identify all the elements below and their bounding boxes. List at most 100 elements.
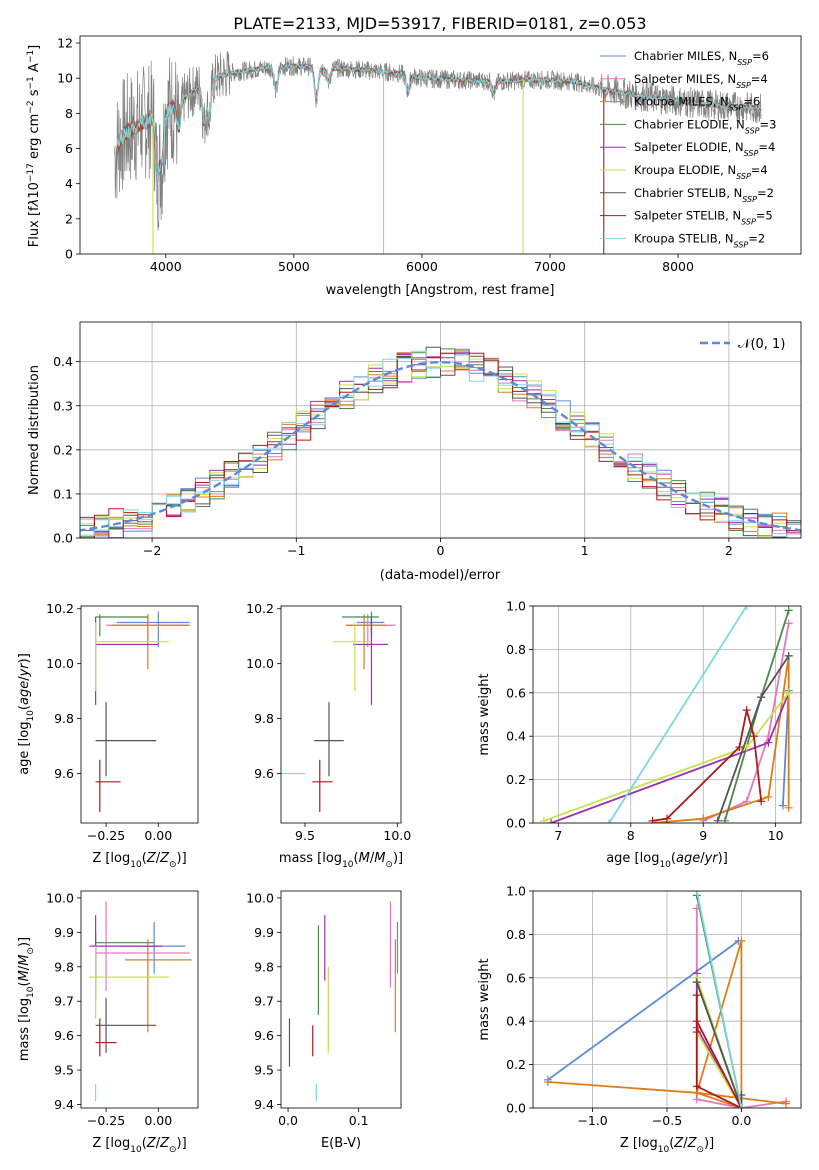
x-tick-label: 0.00	[144, 828, 172, 843]
weight-line-kroupa-elodie	[695, 977, 743, 1108]
y-tick-label: 0.6	[506, 970, 526, 985]
x-tick-label: 6000	[406, 259, 438, 274]
weight-line-chabrier-miles	[782, 690, 790, 806]
x-tick-label: 10.0	[383, 828, 411, 843]
axes-frame	[532, 605, 802, 824]
y-tick-label: 10.0	[246, 890, 274, 905]
x-tick-label: 0.1	[349, 1113, 369, 1128]
x-tick-label: 0.0	[731, 1113, 751, 1128]
x-axis-label: Z [log10(Z/Z⊙)]	[92, 851, 186, 870]
y-tick-label: 9.5	[254, 1063, 274, 1078]
x-tick-label: 4000	[150, 259, 182, 274]
plot-area	[539, 606, 793, 823]
y-tick-label: 9.6	[254, 1028, 274, 1043]
y-tick-label: 9.8	[254, 959, 274, 974]
spectrum-panel: 4000 5000 6000 7000 8000 0 2 4 6 8 10 12 wavelength …	[26, 36, 802, 298]
y-tick-label: 9.7	[254, 994, 274, 1009]
legend-label: Kroupa ELODIE, NSSP=4	[634, 163, 768, 181]
y-tick-label: 0.1	[53, 486, 73, 501]
age-vs-mass-panel: 9.5 10.0 9.6 9.8 10.0 10.2 mass [log10(M/M⊙)]	[246, 601, 411, 870]
weight-marker-salpeter-stelib	[742, 706, 751, 715]
x-tick-label: 0.0	[278, 1113, 298, 1128]
y-tick-label: 10.0	[46, 656, 74, 671]
y-tick-label: 0.8	[506, 927, 526, 942]
y-tick-label: 0.0	[53, 531, 73, 546]
y-tick-label: 9.7	[54, 994, 74, 1009]
weight-marker-chabrier-elodie	[720, 816, 729, 823]
age-vs-metallicity-panel: −0.25 0.00 9.6 9.8 10.0 10.2 Z [log10(Z/Z⊙)] ag…	[17, 601, 199, 870]
y-tick-label: 9.8	[254, 711, 274, 726]
weight-marker-salpeter-stelib	[692, 991, 701, 1000]
weight-marker-salpeter-stelib	[692, 1028, 701, 1037]
weight-line-kroupa-stelib	[608, 606, 748, 823]
y-tick-label: 10.0	[46, 890, 74, 905]
weight-marker-kroupa-miles	[699, 814, 708, 823]
y-tick-label: 4	[65, 176, 73, 191]
weight-vs-metallicity-panel: −1.0 −0.5 0.0 0.0 0.2 0.4 0.6 0.8 1.0 Z [log10(Z/…	[477, 884, 802, 1155]
y-axis-label: mass weight	[477, 673, 492, 755]
y-tick-label: 6	[65, 141, 73, 156]
plot-area	[80, 346, 801, 538]
y-tick-label: 0.4	[506, 1014, 526, 1029]
weight-marker-salpeter-stelib	[663, 814, 671, 823]
x-axis-label: wavelength [Angstrom, rest frame]	[326, 283, 555, 298]
weight-marker-kroupa-miles	[543, 1077, 552, 1086]
x-tick-label: −0.25	[87, 1113, 125, 1128]
weight-marker-kroupa-stelib	[692, 891, 701, 895]
y-axis-label: age [log10(age/yr)]	[17, 653, 36, 775]
weight-line-chabrier-stelib	[695, 981, 743, 1108]
x-tick-label: 0.00	[144, 1113, 172, 1128]
weight-marker-chabrier-stelib	[784, 651, 793, 660]
weight-marker-salpeter-elodie	[547, 819, 556, 823]
x-axis-label: age [log10(age/yr)]	[606, 851, 728, 870]
x-tick-label: 5000	[278, 259, 310, 274]
weight-marker-kroupa-stelib	[605, 819, 614, 823]
y-tick-label: 0.6	[506, 685, 526, 700]
plot-area	[543, 891, 791, 1108]
histogram-salpeter-stelib	[80, 352, 801, 538]
weight-line-salpeter-elodie	[550, 692, 790, 823]
x-tick-label: 9	[699, 828, 707, 843]
y-tick-label: 10.2	[46, 601, 74, 616]
legend-label: Kroupa STELIB, NSSP=2	[634, 231, 765, 249]
weight-marker-kroupa-stelib	[737, 1104, 746, 1108]
axes-frame	[79, 321, 802, 539]
x-tick-label: 10	[768, 828, 784, 843]
weight-marker-kroupa-elodie	[539, 816, 548, 823]
y-tick-label: 1.0	[506, 599, 526, 614]
weight-vs-age-panel: 7 8 9 10 0.0 0.2 0.4 0.6 0.8 1.0 age [log10(age/yr…	[477, 599, 802, 870]
x-axis-label: E(B-V)	[321, 1136, 361, 1151]
x-tick-label: 8	[627, 828, 635, 843]
y-tick-label: 9.9	[54, 925, 74, 940]
legend-label: Chabrier ELODIE, NSSP=3	[634, 117, 776, 135]
plot-area	[95, 611, 190, 813]
y-tick-label: 9.9	[254, 925, 274, 940]
y-tick-label: 0.2	[506, 1057, 526, 1072]
weight-marker-salpeter-stelib	[692, 1082, 701, 1091]
y-axis-label: Normed distribution	[27, 365, 42, 495]
weight-line-kroupa-miles	[547, 940, 787, 1108]
plot-area	[281, 611, 396, 813]
y-tick-label: 0.8	[506, 642, 526, 657]
y-axis-label: mass [log10(M/M⊙)]	[17, 937, 36, 1061]
figure-title: PLATE=2133, MJD=53917, FIBERID=0181, z=0…	[233, 14, 646, 33]
mass-vs-metallicity-panel: −0.25 0.00 9.4 9.5 9.6 9.7 9.8 9.9 10.0 Z [log10(…	[17, 890, 199, 1155]
y-tick-label: 9.4	[254, 1097, 274, 1112]
weight-marker-kroupa-elodie	[784, 688, 793, 697]
y-tick-label: 2	[65, 211, 73, 226]
legend-label: 𝒩(0, 1)	[738, 337, 785, 352]
x-tick-label: 2	[725, 543, 733, 558]
axes-frame	[80, 605, 199, 824]
weight-line-chabrier-miles	[547, 940, 740, 1081]
x-tick-label: 9.5	[295, 828, 315, 843]
y-tick-label: 0.2	[506, 772, 526, 787]
legend-label: Chabrier MILES, NSSP=6	[634, 49, 769, 67]
y-tick-label: 12	[57, 36, 73, 51]
weight-marker-chabrier-elodie	[784, 606, 793, 615]
x-tick-label: −1	[287, 543, 305, 558]
weight-marker-kroupa-stelib	[742, 606, 751, 610]
axes-frame	[280, 605, 402, 824]
y-tick-label: 10	[57, 71, 73, 86]
axes-frame	[80, 890, 199, 1109]
